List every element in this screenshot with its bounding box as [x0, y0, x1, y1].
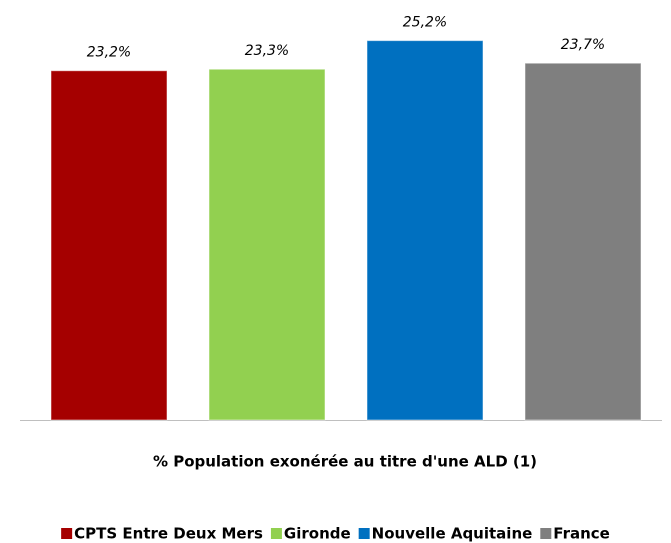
bar: [50, 70, 168, 421]
bar: [208, 68, 326, 421]
value-label: 23,2%: [87, 45, 131, 61]
legend-label: France: [553, 525, 610, 543]
legend-label: CPTS Entre Deux Mers: [74, 525, 263, 543]
value-label: 23,7%: [561, 37, 605, 53]
value-label: 25,2%: [403, 15, 447, 31]
category-label: % Population exonérée au titre d'une ALD…: [153, 453, 537, 471]
legend-swatch: [270, 528, 282, 539]
legend-swatch: [540, 528, 552, 539]
legend-swatch: [61, 528, 73, 539]
bar: [524, 62, 642, 421]
value-label: 23,3%: [245, 43, 289, 59]
legend-label: Gironde: [284, 525, 351, 543]
legend-label: Nouvelle Aquitaine: [372, 525, 533, 543]
legend-swatch: [358, 528, 370, 539]
bar: [366, 40, 484, 421]
